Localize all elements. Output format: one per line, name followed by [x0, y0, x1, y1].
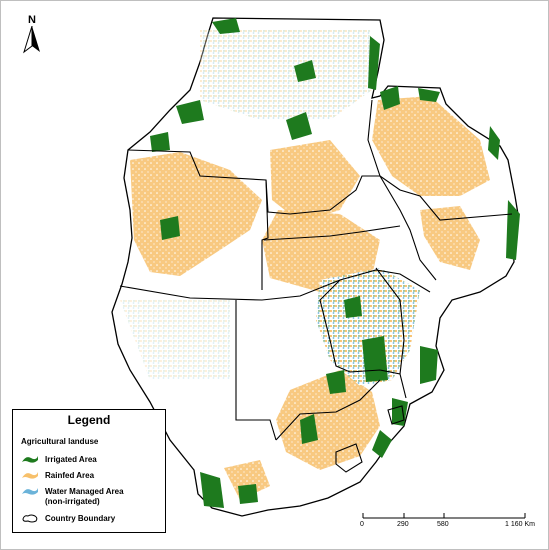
irrigated-swatch-icon [22, 456, 38, 463]
water-managed-regions [120, 30, 420, 386]
legend-subtitle: Agricultural landuse [21, 437, 99, 446]
legend-label-boundary: Country Boundary [45, 514, 116, 523]
north-arrow: N [22, 14, 42, 54]
scale-tick-580: 580 [437, 521, 449, 528]
legend-label-irrigated: Irrigated Area [45, 455, 97, 464]
north-letter: N [28, 14, 36, 26]
water-managed-swatch-icon [22, 488, 38, 495]
scale-bar-graphic [362, 513, 526, 519]
country-boundary-swatch-icon [22, 514, 38, 523]
scale-bar: 0 290 580 1 160 Km [355, 512, 540, 542]
scale-tick-0: 0 [360, 521, 364, 528]
scale-tick-1160: 1 160 Km [505, 521, 535, 528]
legend-label-rainfed: Rainfed Area [45, 471, 95, 480]
legend-label-water-managed-sub: (non-irrigated) [45, 497, 100, 506]
legend-title: Legend [67, 413, 111, 427]
legend-label-water-managed: Water Managed Area [45, 487, 124, 496]
country-boundaries [119, 99, 513, 473]
scale-tick-290: 290 [397, 521, 409, 528]
north-arrow-icon [23, 25, 40, 54]
rainfed-swatch-icon [22, 472, 38, 479]
legend-box: Legend Agricultural landuse Irrigated Ar… [12, 409, 166, 533]
rainfed-regions [130, 96, 490, 500]
